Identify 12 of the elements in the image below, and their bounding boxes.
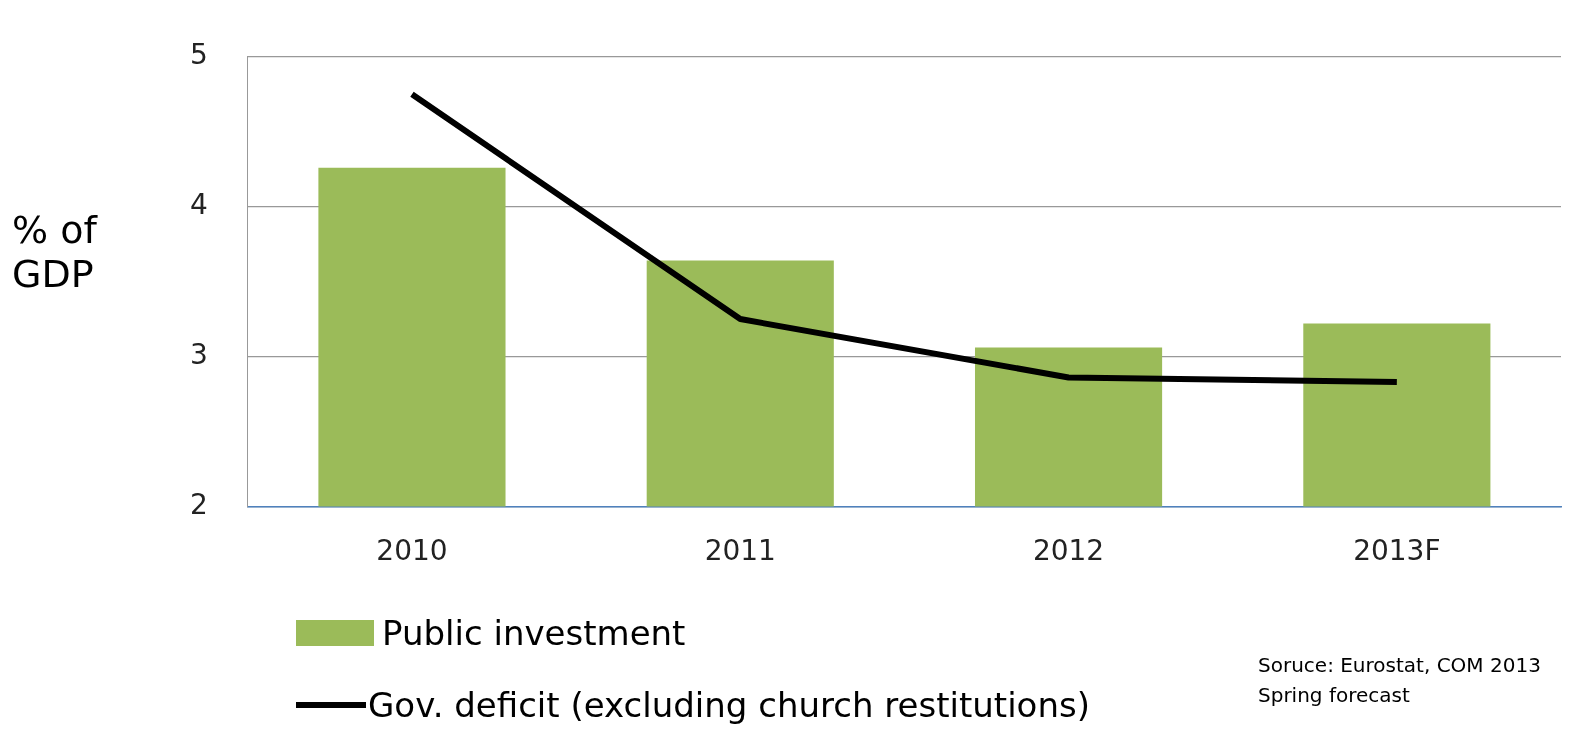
y-tick-label: 2: [189, 487, 208, 521]
legend-label: Gov. deficit (excluding church restitutions): [368, 685, 1090, 725]
x-tick-label: 2010: [376, 534, 448, 568]
text: Soruce: Eurostat, COM 2013 Spring forecast: [1258, 652, 1542, 709]
y-tick-label: 5: [189, 38, 208, 72]
y-tick-label: 3: [189, 337, 208, 371]
x-tick-label: 2013F: [1353, 534, 1441, 568]
legend-label: Public investment: [382, 613, 686, 653]
x-tick-label: 2011: [704, 534, 776, 568]
x-tick-label: 2012: [1032, 534, 1105, 568]
y-axis-title: % of GDP: [12, 208, 99, 296]
y-tick-label: 4: [189, 187, 208, 221]
